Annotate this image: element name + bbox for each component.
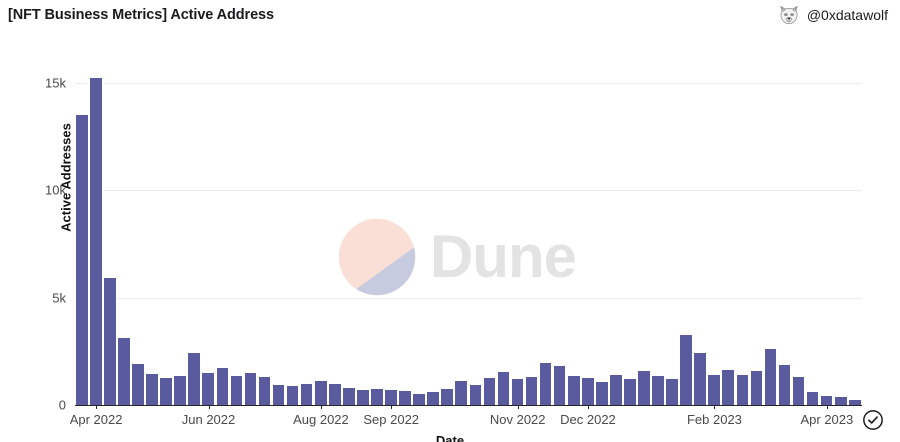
bar[interactable] xyxy=(145,373,159,405)
x-tick-label: Sep 2022 xyxy=(363,412,420,427)
bar[interactable] xyxy=(651,376,665,405)
bar[interactable] xyxy=(693,353,707,405)
bar[interactable] xyxy=(75,115,89,405)
bar[interactable] xyxy=(468,384,483,405)
x-tick-mark xyxy=(587,405,589,409)
bar[interactable] xyxy=(791,377,806,405)
bar[interactable] xyxy=(847,399,862,405)
bar[interactable] xyxy=(398,391,412,405)
bar[interactable] xyxy=(510,379,525,405)
chart-header: [NFT Business Metrics] Active Address xyxy=(0,0,900,30)
bar[interactable] xyxy=(356,389,370,405)
x-tick-label: Feb 2023 xyxy=(686,412,742,427)
bar[interactable] xyxy=(524,377,539,405)
gridline xyxy=(75,190,862,192)
bar[interactable] xyxy=(679,335,693,405)
x-tick-mark xyxy=(96,405,98,409)
author-block[interactable]: @0xdatawolf xyxy=(778,4,888,26)
y-tick-label: 10k xyxy=(45,182,66,198)
plot-area xyxy=(75,57,862,406)
bar[interactable] xyxy=(707,374,722,405)
bar[interactable] xyxy=(833,397,848,405)
x-tick-mark xyxy=(517,405,519,409)
wolf-avatar-icon xyxy=(778,4,800,26)
bar[interactable] xyxy=(370,388,384,405)
bar[interactable] xyxy=(721,369,736,405)
bar[interactable] xyxy=(426,392,440,405)
page-title: [NFT Business Metrics] Active Address xyxy=(8,7,274,23)
bar[interactable] xyxy=(538,363,553,405)
bar[interactable] xyxy=(285,385,300,405)
bar[interactable] xyxy=(89,78,103,405)
bar[interactable] xyxy=(637,370,651,405)
bar[interactable] xyxy=(440,388,455,405)
bar[interactable] xyxy=(117,338,131,405)
gridline xyxy=(75,82,862,84)
bar[interactable] xyxy=(482,378,497,405)
bar[interactable] xyxy=(623,379,637,405)
bar[interactable] xyxy=(313,381,328,405)
bar[interactable] xyxy=(566,376,581,405)
bar[interactable] xyxy=(735,374,750,405)
x-tick-label: Jun 2022 xyxy=(181,412,236,427)
bar[interactable] xyxy=(215,368,230,405)
bar[interactable] xyxy=(103,278,117,405)
x-tick-label: Apr 2023 xyxy=(800,412,854,427)
bar[interactable] xyxy=(173,376,187,405)
x-tick-label: Nov 2022 xyxy=(489,412,546,427)
y-axis-ticks: 0 5k 10k 15k xyxy=(0,57,66,412)
bar[interactable] xyxy=(342,387,356,405)
bar[interactable] xyxy=(131,364,145,405)
bar[interactable] xyxy=(201,372,216,405)
x-tick-mark xyxy=(208,405,210,409)
bar-series xyxy=(75,57,862,405)
bar[interactable] xyxy=(552,366,567,405)
x-tick-label: Aug 2022 xyxy=(293,412,349,427)
bar[interactable] xyxy=(454,381,469,405)
bar[interactable] xyxy=(159,378,173,405)
x-tick-label: Apr 2022 xyxy=(69,412,123,427)
x-axis-line xyxy=(75,404,862,406)
bar[interactable] xyxy=(749,370,764,405)
bar[interactable] xyxy=(819,396,834,405)
bar[interactable] xyxy=(271,384,286,405)
y-tick-label: 15k xyxy=(45,75,66,91)
x-axis-title: Date xyxy=(435,433,465,442)
y-tick-label: 5k xyxy=(52,290,66,306)
check-circle-icon[interactable] xyxy=(862,409,884,431)
bar[interactable] xyxy=(257,377,272,405)
bar[interactable] xyxy=(609,374,623,405)
x-tick-mark xyxy=(714,405,716,409)
bar[interactable] xyxy=(665,379,679,405)
bar[interactable] xyxy=(594,382,609,405)
bar[interactable] xyxy=(777,365,792,405)
bar[interactable] xyxy=(229,376,244,405)
bar[interactable] xyxy=(496,371,511,405)
x-axis-ticks: Apr 2022 Jun 2022 Aug 2022 Sep 2022 Nov 2022… xyxy=(70,405,862,439)
x-tick-mark xyxy=(391,405,393,409)
bar[interactable] xyxy=(580,378,595,405)
x-tick-mark xyxy=(320,405,322,409)
bar[interactable] xyxy=(805,392,820,405)
bar[interactable] xyxy=(384,389,398,405)
author-handle[interactable]: @0xdatawolf xyxy=(806,7,888,23)
bar[interactable] xyxy=(187,353,202,405)
bar[interactable] xyxy=(243,372,258,405)
bar[interactable] xyxy=(763,349,778,405)
gridline xyxy=(75,297,862,299)
chart-canvas: Active Addresses 0 5k 10k 15k xyxy=(0,30,900,442)
x-tick-label: Dec 2022 xyxy=(560,412,616,427)
bar[interactable] xyxy=(299,383,314,405)
bar[interactable] xyxy=(412,394,426,405)
y-tick-label: 0 xyxy=(58,397,66,413)
bar[interactable] xyxy=(327,383,342,405)
x-tick-mark xyxy=(826,405,828,409)
